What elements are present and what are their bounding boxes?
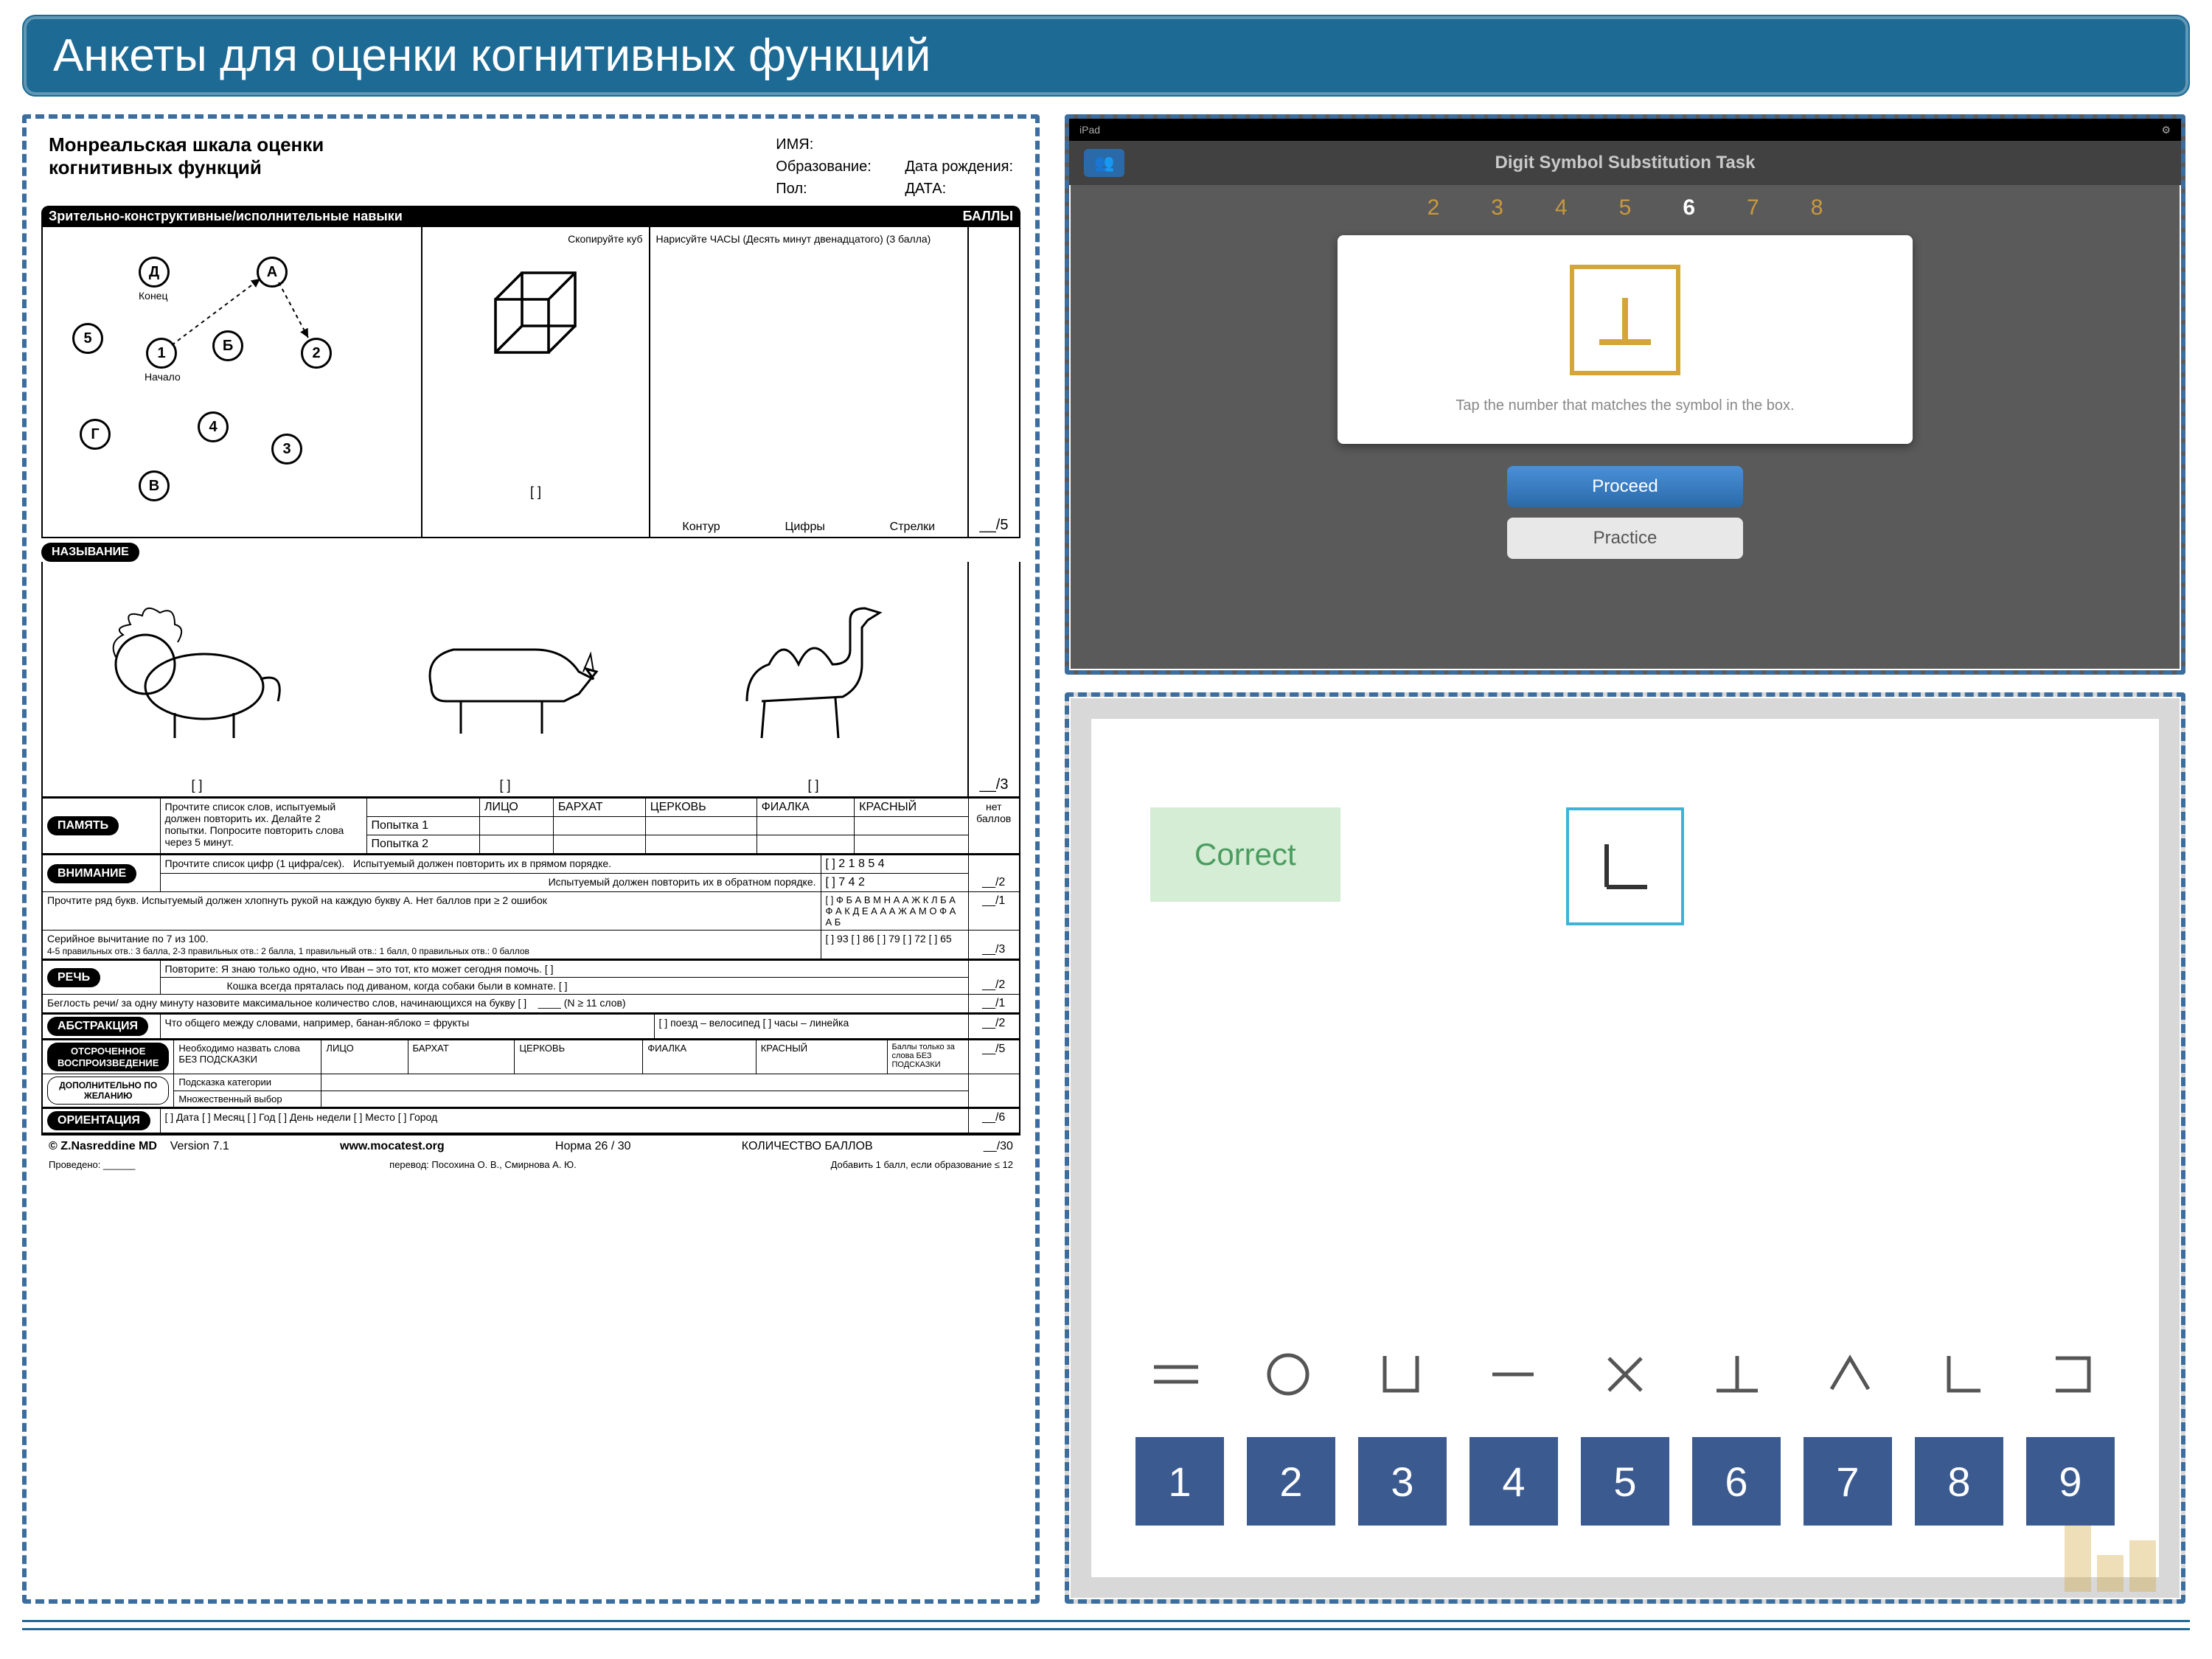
digit-tab[interactable]: 8 — [1811, 195, 1823, 220]
ipad-nav: 👥 Digit Symbol Substitution Task — [1069, 141, 2181, 185]
visuo-score: __/5 — [967, 227, 1019, 537]
main-grid: Монреальская шкала оценки когнитивных фу… — [22, 114, 2190, 1604]
trail-node-2: 2 — [301, 338, 332, 369]
trail-node-3: 3 — [271, 434, 302, 465]
field-education: Образование: — [776, 156, 872, 178]
symbol-equals-icon — [1135, 1334, 1217, 1415]
orientation-table: ОРИЕНТАЦИЯ [ ] Дата [ ] Месяц [ ] Год [ … — [41, 1108, 1020, 1134]
number-tile[interactable]: 8 — [1915, 1437, 2003, 1526]
naming-label: НАЗЫВАНИЕ — [41, 543, 139, 562]
number-tile[interactable]: 3 — [1358, 1437, 1447, 1526]
trail-node-G: Г — [80, 419, 111, 450]
number-tile[interactable]: 9 — [2026, 1437, 2115, 1526]
symbol-bracket-icon — [2034, 1334, 2115, 1415]
slide-title: Анкеты для оценки когнитивных функций — [22, 15, 2190, 97]
trail-node-5: 5 — [72, 323, 103, 354]
symbol-perp-icon — [1697, 1334, 1778, 1415]
trail-node-V: В — [139, 470, 170, 501]
trail-node-1: 1 — [146, 338, 177, 369]
watermark-bars-icon — [2062, 1526, 2159, 1592]
field-dob: Дата рождения: — [905, 156, 1013, 178]
cube-area: Скопируйте куб [ ] — [422, 227, 650, 537]
symbol-x-icon — [1585, 1334, 1666, 1415]
digit-tab[interactable]: 2 — [1427, 195, 1440, 220]
proceed-button[interactable]: Proceed — [1507, 466, 1743, 507]
symbol-dash-icon — [1472, 1334, 1554, 1415]
trail-node-B: Б — [212, 330, 243, 361]
symbol-circle-icon — [1248, 1334, 1329, 1415]
trail-node-A: А — [257, 257, 288, 288]
moca-title: Монреальская шкала оценки когнитивных фу… — [49, 133, 432, 200]
back-button[interactable]: 👥 — [1084, 149, 1124, 177]
digit-tab[interactable]: 3 — [1491, 195, 1503, 220]
number-tile[interactable]: 2 — [1247, 1437, 1335, 1526]
digit-row: 2 3 4 5 6 7 8 — [1069, 185, 2181, 235]
camel-icon — [717, 565, 909, 778]
number-tile[interactable]: 1 — [1135, 1437, 1224, 1526]
trail-area: 1 Начало А 2 Б 3 4 Г В Д Конец 5 — [43, 227, 422, 537]
symbol-L-icon — [1921, 1334, 2003, 1415]
naming-score: __/3 — [967, 562, 1019, 796]
footer-divider — [22, 1620, 2190, 1630]
clock-area: Нарисуйте ЧАСЫ (Десять минут двенадцатог… — [650, 227, 967, 537]
symbol-match-panel: Correct — [1065, 692, 2185, 1604]
ipad-title: Digit Symbol Substitution Task — [1495, 153, 1756, 173]
field-name: ИМЯ: — [776, 133, 872, 156]
digit-tab[interactable]: 4 — [1555, 195, 1568, 220]
ipad-statusbar: iPad⚙ — [1069, 119, 2181, 141]
symbols-row — [1135, 1334, 2115, 1415]
field-sex: Пол: — [776, 178, 872, 200]
field-date: ДАТА: — [905, 178, 1013, 200]
moca-header-fields: ИМЯ: Образование: Пол: Дата рождения: ДА… — [746, 133, 1013, 200]
symbol-box — [1570, 265, 1680, 375]
number-tile[interactable]: 6 — [1692, 1437, 1781, 1526]
cube-icon — [469, 260, 602, 392]
trail-node-D: Д — [139, 257, 170, 288]
angle-L-icon — [1588, 830, 1662, 903]
number-tile[interactable]: 7 — [1804, 1437, 1892, 1526]
target-symbol-box — [1566, 807, 1684, 925]
numbers-row: 1 2 3 4 5 6 7 8 9 — [1135, 1437, 2115, 1526]
rhino-icon — [402, 565, 608, 778]
lion-icon — [101, 565, 293, 778]
practice-button[interactable]: Practice — [1507, 518, 1743, 559]
number-tile[interactable]: 4 — [1470, 1437, 1558, 1526]
abstraction-table: АБСТРАКЦИЯ Что общего между словами, нап… — [41, 1014, 1020, 1040]
moca-panel: Монреальская шкала оценки когнитивных фу… — [22, 114, 1040, 1604]
number-tile[interactable]: 5 — [1581, 1437, 1669, 1526]
ipad-card: Tap the number that matches the symbol i… — [1338, 235, 1913, 444]
attention-table: ВНИМАНИЕ Прочтите список цифр (1 цифра/с… — [41, 855, 1020, 960]
moca-footer: © Z.Nasreddine MD Version 7.1 www.mocate… — [41, 1134, 1020, 1158]
moca-header: Монреальская шкала оценки когнитивных фу… — [41, 133, 1020, 200]
right-column: iPad⚙ 👥 Digit Symbol Substitution Task 2… — [1065, 114, 2185, 1604]
naming-row: [ ] [ ] [ ] __/3 — [41, 562, 1020, 798]
digit-tab[interactable]: 7 — [1747, 195, 1759, 220]
visuo-row: 1 Начало А 2 Б 3 4 Г В Д Конец 5 — [41, 227, 1020, 538]
digit-tab-active[interactable]: 6 — [1683, 195, 1695, 220]
trail-node-4: 4 — [198, 411, 229, 442]
ipad-instruction: Tap the number that matches the symbol i… — [1367, 397, 1883, 414]
correct-badge: Correct — [1150, 807, 1340, 902]
language-table: РЕЧЬ Повторите: Я знаю только одно, что … — [41, 960, 1020, 1014]
section-visuo-label: Зрительно-конструктивные/исполнительные … — [41, 206, 1020, 227]
ipad-panel: iPad⚙ 👥 Digit Symbol Substitution Task 2… — [1065, 114, 2185, 675]
delayed-table: ОТСРОЧЕННОЕ ВОСПРОИЗВЕДЕНИЕ Необходимо н… — [41, 1040, 1020, 1108]
digit-tab[interactable]: 5 — [1619, 195, 1632, 220]
perp-icon — [1588, 283, 1662, 357]
memory-table: ПАМЯТЬ Прочтите список слов, испытуемый … — [41, 798, 1020, 855]
symbol-caret-icon — [1809, 1334, 1891, 1415]
symbol-u-icon — [1360, 1334, 1441, 1415]
